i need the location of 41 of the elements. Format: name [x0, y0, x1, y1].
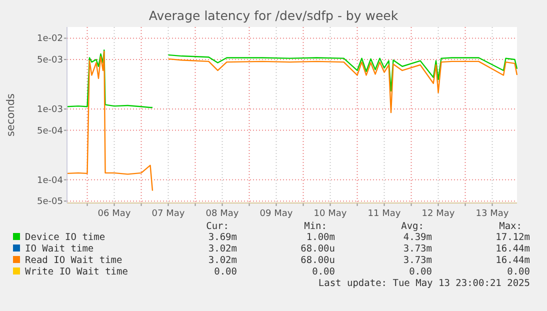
text: Avg: [401, 221, 424, 232]
x-tick-label: 09 May [260, 209, 294, 219]
y-tick-label: 5e-05 [37, 197, 63, 208]
text: 4.39m [403, 232, 432, 243]
y-tick-label: 5e-04 [37, 126, 64, 136]
text: 0.00 [214, 266, 238, 278]
legend-label: IO Wait time [25, 244, 94, 254]
text: 3.73m [403, 255, 432, 266]
y-axis-title: seconds [5, 94, 17, 136]
legend-label: Device IO time [25, 232, 106, 243]
x-tick-label: 13 May [476, 209, 510, 219]
x-tick-label: 11 May [368, 209, 402, 219]
text: Max: [499, 221, 522, 232]
x-tick-label: 08 May [206, 209, 240, 219]
x-tick-label: 12 May [422, 209, 456, 219]
text: Last update: Tue May 13 23:00:21 2025 [318, 278, 530, 289]
text: 16.44m [496, 255, 530, 266]
text: 3.02m [208, 244, 238, 254]
y-tick-label: 5e-03 [37, 56, 63, 66]
text: 3.69m [208, 232, 238, 243]
y-tick-label: 1e-03 [37, 105, 63, 115]
chart-title: Average latency for /dev/sdfp - by week [148, 8, 399, 23]
text: 16.44m [496, 244, 530, 254]
text: 0.00 [507, 266, 530, 278]
x-tick-label: 10 May [314, 209, 348, 219]
text: 68.00u [300, 255, 335, 266]
text: Cur: [206, 221, 229, 232]
text: 0.00 [409, 266, 432, 278]
text: Min: [304, 221, 327, 232]
x-tick-label: 06 May [98, 209, 132, 219]
text: 3.02m [208, 255, 238, 266]
text: 1.00m [306, 232, 336, 243]
y-tick-label: 1e-02 [37, 34, 63, 44]
x-tick-label: 07 May [152, 209, 186, 219]
text: 0.00 [312, 266, 336, 278]
y-tick-label: 1e-04 [37, 176, 64, 186]
text: 68.00u [300, 244, 335, 254]
legend-label: Read IO Wait time [25, 255, 123, 266]
text: 3.73m [403, 244, 432, 254]
text: 17.12m [496, 232, 530, 243]
legend-label: Write IO Wait time [25, 266, 128, 278]
